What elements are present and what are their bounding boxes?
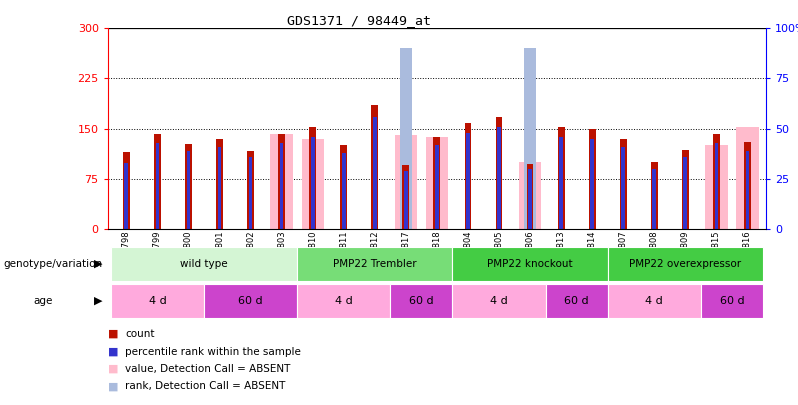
Text: ■: ■ <box>108 382 118 391</box>
Bar <box>435 145 439 229</box>
Text: 60 d: 60 d <box>239 296 263 306</box>
Text: PMP22 knockout: PMP22 knockout <box>488 259 573 269</box>
Bar <box>425 136 448 229</box>
Bar <box>591 139 594 229</box>
Bar <box>297 247 452 281</box>
Text: percentile rank within the sample: percentile rank within the sample <box>125 347 301 356</box>
Text: PMP22 Trembler: PMP22 Trembler <box>333 259 417 269</box>
Bar <box>622 147 625 229</box>
Bar <box>653 168 656 229</box>
Bar <box>297 284 390 318</box>
Bar <box>546 284 608 318</box>
Text: value, Detection Call = ABSENT: value, Detection Call = ABSENT <box>125 364 290 374</box>
Text: genotype/variation: genotype/variation <box>3 259 102 269</box>
Bar <box>496 117 503 229</box>
Bar <box>218 147 221 229</box>
Bar <box>271 134 293 229</box>
Bar <box>373 117 377 229</box>
Bar <box>302 139 324 229</box>
Bar <box>402 165 409 229</box>
Bar <box>156 143 160 229</box>
Bar <box>390 284 452 318</box>
Text: ▶: ▶ <box>94 259 103 269</box>
Bar <box>111 247 297 281</box>
Bar <box>433 136 440 229</box>
Bar <box>519 162 541 229</box>
Text: 4 d: 4 d <box>490 296 508 306</box>
Bar <box>713 134 720 229</box>
Text: ■: ■ <box>108 364 118 374</box>
Bar <box>310 127 316 229</box>
Bar <box>745 151 749 229</box>
Bar <box>608 284 701 318</box>
Text: rank, Detection Call = ABSENT: rank, Detection Call = ABSENT <box>125 382 286 391</box>
Text: 60 d: 60 d <box>720 296 745 306</box>
Bar <box>249 157 252 229</box>
Text: 4 d: 4 d <box>335 296 353 306</box>
Bar <box>452 247 608 281</box>
Bar <box>651 162 658 229</box>
Bar <box>452 284 546 318</box>
Bar <box>185 144 192 229</box>
Bar <box>340 145 347 229</box>
Text: age: age <box>34 296 53 305</box>
Text: ■: ■ <box>108 347 118 356</box>
Bar <box>524 49 536 229</box>
Bar <box>371 105 378 229</box>
Bar <box>216 139 223 229</box>
Bar <box>111 284 204 318</box>
Text: wild type: wild type <box>180 259 227 269</box>
Bar <box>497 127 501 229</box>
Bar <box>620 139 626 229</box>
Bar <box>204 284 297 318</box>
Bar <box>342 153 346 229</box>
Bar <box>154 134 161 229</box>
Text: GDS1371 / 98449_at: GDS1371 / 98449_at <box>287 14 431 27</box>
Bar <box>400 49 412 229</box>
Bar <box>683 157 687 229</box>
Text: 4 d: 4 d <box>148 296 166 306</box>
Bar <box>558 127 564 229</box>
Text: 60 d: 60 d <box>564 296 589 306</box>
Bar <box>701 284 763 318</box>
Bar <box>589 129 595 229</box>
Bar <box>124 163 128 229</box>
Bar <box>247 151 254 229</box>
Bar <box>559 136 563 229</box>
Bar <box>280 143 283 229</box>
Text: 4 d: 4 d <box>646 296 663 306</box>
Bar <box>187 151 191 229</box>
Text: 60 d: 60 d <box>409 296 433 306</box>
Bar <box>744 142 751 229</box>
Bar <box>682 150 689 229</box>
Bar <box>311 136 314 229</box>
Bar <box>527 164 534 229</box>
Bar <box>737 127 759 229</box>
Bar <box>404 171 408 229</box>
Bar <box>705 145 728 229</box>
Bar <box>466 132 470 229</box>
Text: count: count <box>125 329 155 339</box>
Text: ▶: ▶ <box>94 296 103 305</box>
Bar <box>714 143 718 229</box>
Bar <box>464 123 472 229</box>
Bar <box>395 135 417 229</box>
Bar <box>123 152 130 229</box>
Text: ■: ■ <box>108 329 118 339</box>
Bar <box>279 134 285 229</box>
Bar <box>528 168 532 229</box>
Bar <box>608 247 763 281</box>
Text: PMP22 overexpressor: PMP22 overexpressor <box>630 259 741 269</box>
